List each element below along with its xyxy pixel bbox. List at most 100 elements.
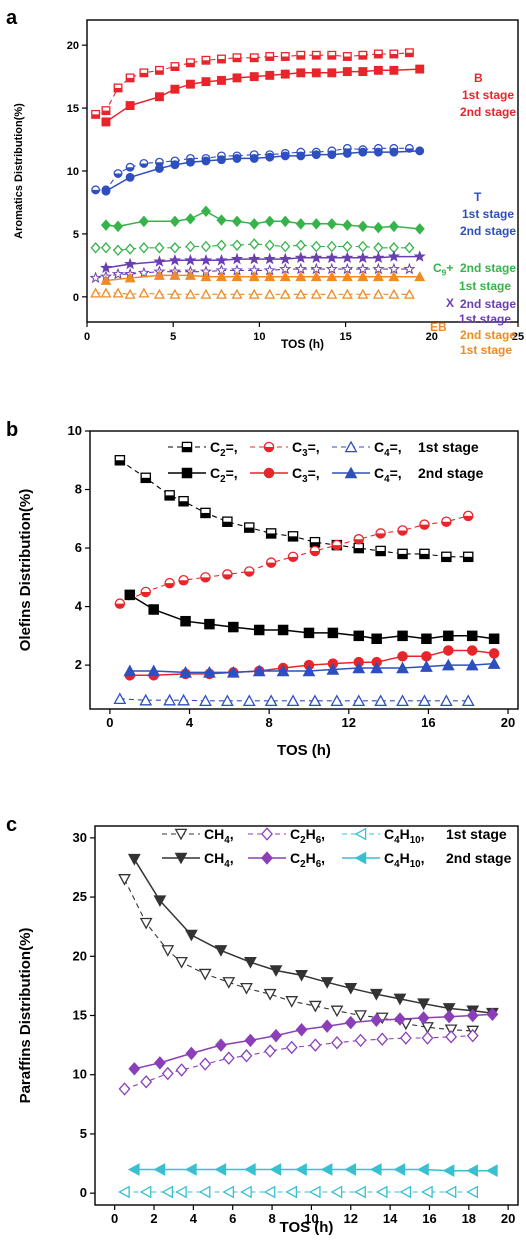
data-point: [168, 253, 181, 266]
data-point: [249, 238, 260, 250]
data-point: [397, 630, 408, 642]
data-point: [403, 288, 415, 299]
data-point: [399, 1185, 412, 1199]
data-point-half: [155, 70, 164, 75]
data-point: [465, 658, 479, 671]
data-point: [417, 1011, 430, 1025]
data-point: [342, 240, 353, 253]
series-c4h10-2nd-stage: [127, 1163, 498, 1178]
legend-label-part: C: [292, 465, 302, 481]
data-point: [285, 996, 299, 1008]
data-point: [111, 267, 125, 280]
legend-label-part: ,: [421, 826, 425, 842]
legend-label-part: H: [306, 826, 316, 842]
data-point: [443, 645, 454, 656]
chart-panel-c: c 0 2 4 6 8 10 12 14 16 18 20 0 5 10 15 20 25 30 TOS (h) Par…: [6, 814, 519, 1236]
data-point: [326, 271, 338, 282]
data-point: [330, 1185, 343, 1199]
legend-label: C4=,: [374, 439, 402, 459]
data-point: [198, 1185, 211, 1199]
data-point-half: [419, 524, 430, 530]
data-point: [310, 251, 323, 263]
data-point-half: [165, 495, 175, 500]
data-point: [445, 1030, 458, 1044]
legend-label: C3=,: [292, 465, 320, 485]
data-point: [320, 977, 334, 989]
data-point: [442, 1164, 455, 1178]
data-point: [232, 73, 242, 83]
data-point: [169, 269, 181, 280]
x-axis-label: TOS (h): [277, 742, 331, 759]
data-point: [228, 621, 239, 633]
data-point: [415, 64, 425, 74]
data-point-half: [265, 56, 274, 61]
data-point: [154, 92, 164, 102]
data-point: [357, 240, 368, 253]
data-point-half: [376, 533, 386, 539]
data-point-half: [310, 542, 320, 547]
data-point: [201, 156, 211, 166]
x-tick-label: 0: [106, 715, 113, 730]
data-point: [175, 1063, 188, 1077]
data-point: [249, 153, 259, 163]
data-point: [344, 1015, 357, 1030]
data-point: [418, 694, 431, 707]
legend-label-part: ,: [321, 850, 325, 866]
data-point: [302, 664, 316, 677]
data-point: [279, 252, 292, 265]
data-point: [148, 604, 159, 615]
data-point: [244, 956, 257, 969]
legend-label: C4H10,: [384, 826, 425, 846]
legend-label-part: 4: [384, 474, 390, 485]
data-point-half: [91, 114, 100, 119]
data-point: [203, 666, 216, 678]
data-point: [124, 288, 136, 299]
series-eb-1st-stage: [90, 287, 415, 299]
data-point: [240, 1185, 252, 1199]
legend-marker: [261, 827, 273, 841]
data-point-half: [405, 52, 414, 57]
data-point: [125, 243, 136, 255]
y-tick-label: 30: [73, 830, 87, 845]
data-point: [264, 288, 276, 299]
data-point: [294, 262, 307, 275]
data-point: [161, 945, 175, 957]
data-point: [128, 1062, 141, 1076]
data-point: [421, 1185, 433, 1199]
data-point: [330, 1005, 344, 1018]
series-line: [105, 150, 420, 192]
chart-panel-a: a 0 5 10 15 20 25 0 5 10 15 20 TOS (h) Aromatics Dist…: [6, 7, 524, 357]
data-point: [216, 271, 227, 282]
data-point: [376, 1032, 389, 1046]
data-point: [216, 239, 227, 251]
legend-marker: [174, 828, 188, 841]
data-point: [169, 215, 180, 228]
data-point: [397, 651, 408, 662]
data-point: [140, 1075, 153, 1089]
data-point: [100, 287, 112, 298]
data-point: [244, 1163, 256, 1176]
legend-label-part: C: [210, 439, 220, 455]
data-point: [487, 657, 501, 669]
legend-label-part: H: [400, 826, 410, 842]
legend-label-part: 2: [300, 859, 306, 870]
data-point-half: [332, 545, 342, 550]
data-point: [175, 956, 188, 969]
data-point: [280, 69, 290, 79]
legend-marker: [344, 440, 358, 453]
data-point-half: [328, 55, 336, 60]
series-c2-1st-stage: [114, 455, 474, 563]
legend-label-part: =,: [226, 465, 238, 481]
x-tick-label: 0: [111, 1211, 118, 1226]
legend-label: C4H10,: [384, 850, 425, 870]
legend-label-part: C: [384, 826, 394, 842]
legend-marker: [354, 851, 367, 865]
data-point: [175, 1185, 187, 1199]
legend-label-part: 2: [300, 835, 306, 846]
data-point: [124, 272, 136, 283]
legend-label-part: =,: [308, 439, 320, 455]
series-line: [95, 147, 410, 191]
annotation-label: 1st stage: [462, 207, 514, 221]
y-tick-label: 6: [75, 540, 82, 555]
